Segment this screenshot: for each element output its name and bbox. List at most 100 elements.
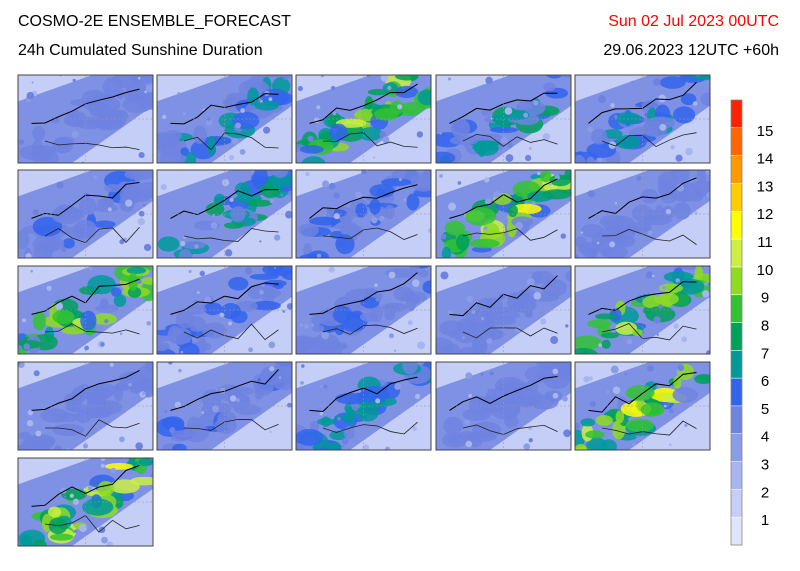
speck <box>278 376 282 380</box>
speck <box>457 181 462 185</box>
map-frame <box>295 265 432 355</box>
blob <box>640 402 665 417</box>
blob <box>32 216 63 237</box>
blob <box>203 302 223 316</box>
blob <box>422 280 431 294</box>
speck <box>586 156 595 163</box>
speck <box>705 170 710 176</box>
speck <box>704 281 709 286</box>
grid <box>436 170 571 258</box>
blob <box>250 300 281 311</box>
blob <box>157 344 168 352</box>
colorbar-label: 9 <box>761 290 769 307</box>
speck <box>280 193 283 197</box>
map-panel <box>18 266 153 354</box>
blob <box>511 203 542 215</box>
border <box>31 369 140 411</box>
colorbar-segment <box>731 155 742 184</box>
speck <box>203 296 212 304</box>
speck <box>440 233 447 240</box>
speck <box>273 266 277 270</box>
speck <box>119 239 125 245</box>
blob <box>435 163 448 169</box>
speck <box>651 274 655 278</box>
speck <box>107 207 112 212</box>
speck <box>328 266 335 273</box>
blob <box>599 214 625 229</box>
blob <box>94 203 118 213</box>
speck <box>180 241 186 247</box>
map-frame <box>295 169 432 259</box>
speck <box>513 396 516 399</box>
speck <box>542 133 550 141</box>
speck <box>480 372 484 376</box>
speck <box>18 362 21 366</box>
blob <box>293 452 313 462</box>
speck <box>56 181 64 189</box>
speck <box>439 174 443 178</box>
speck <box>550 336 559 345</box>
speck <box>552 368 559 375</box>
blob <box>52 309 75 324</box>
border <box>183 419 279 431</box>
speck <box>447 77 452 81</box>
blob <box>690 63 710 70</box>
speck <box>88 266 93 271</box>
blob <box>417 89 431 106</box>
speck <box>583 376 590 383</box>
blob <box>659 76 686 89</box>
map-panel <box>575 266 710 354</box>
speck <box>31 81 34 84</box>
blob <box>178 342 200 354</box>
speck <box>194 244 199 249</box>
speck <box>398 178 403 182</box>
speck <box>609 241 616 248</box>
colorbar-label: 5 <box>761 401 769 418</box>
border <box>449 376 558 411</box>
blob <box>296 429 324 446</box>
speck <box>221 178 230 187</box>
blob <box>186 416 201 435</box>
blob <box>91 313 118 325</box>
speck <box>480 316 485 321</box>
speck <box>471 310 476 315</box>
speck <box>439 132 442 135</box>
speck <box>486 338 493 344</box>
speck <box>282 310 286 313</box>
speck <box>107 199 114 206</box>
speck <box>380 75 389 82</box>
border <box>588 281 697 315</box>
speck <box>340 217 346 222</box>
colorbar-label: 7 <box>761 345 769 362</box>
speck <box>533 292 542 300</box>
speck <box>699 194 703 198</box>
speck <box>362 444 370 450</box>
blob <box>355 202 367 218</box>
speck <box>182 111 186 116</box>
speck <box>332 111 337 116</box>
map-frame <box>574 169 711 259</box>
speck <box>26 420 34 427</box>
blob <box>456 233 470 251</box>
speck <box>528 438 533 443</box>
blob <box>369 198 381 215</box>
speck <box>647 230 653 236</box>
map-panel <box>18 170 153 258</box>
speck <box>531 201 536 205</box>
grid <box>575 170 710 258</box>
speck <box>394 349 397 352</box>
map-frame <box>574 74 711 164</box>
blob <box>281 75 291 81</box>
speck <box>448 202 457 211</box>
blob <box>296 442 314 450</box>
map-panel <box>436 362 571 450</box>
speck <box>299 323 304 327</box>
blob <box>406 193 420 211</box>
map-panel <box>293 362 431 462</box>
speck <box>417 341 426 350</box>
speck <box>468 148 472 152</box>
speck <box>146 321 151 326</box>
speck <box>507 143 513 149</box>
speck <box>459 137 465 143</box>
border <box>322 421 418 435</box>
